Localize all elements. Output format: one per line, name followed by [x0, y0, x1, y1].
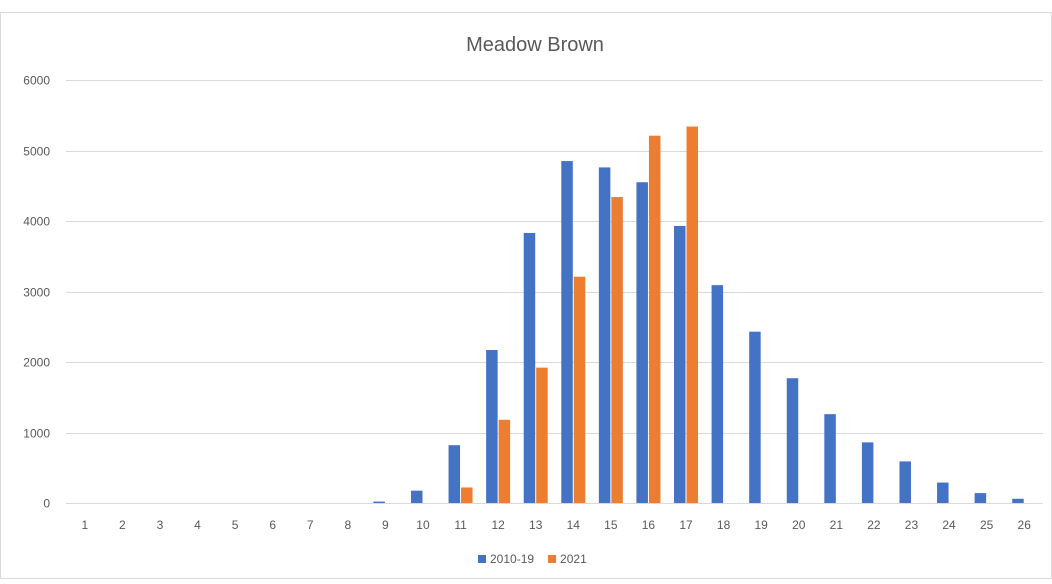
x-tick-label: 5: [232, 518, 239, 532]
x-tick-label: 21: [830, 518, 844, 532]
bar-2010-19-9: [373, 501, 385, 503]
y-tick-label: 4000: [23, 215, 50, 229]
x-tick-label: 19: [754, 518, 768, 532]
bar-2010-19-11: [448, 445, 461, 503]
bar-2021-14: [573, 276, 586, 503]
bar-2010-19-16: [636, 182, 648, 503]
chart-title: Meadow Brown: [466, 34, 604, 56]
bar-2021-12: [498, 419, 511, 503]
bar-2010-19-20: [786, 378, 799, 503]
x-tick-label: 7: [307, 518, 314, 532]
bar-2010-19-21: [824, 414, 836, 503]
bar-2010-19-10: [410, 490, 423, 503]
x-axis-tick-labels: 1 2 3 4 5 6 7 8 9 10 11 12 13 14 15 16 17 18 19 20 21 22 23 24 2…: [81, 518, 1031, 532]
gridlines: [66, 80, 1043, 504]
x-tick-label: 16: [642, 518, 656, 532]
x-tick-label: 13: [529, 518, 543, 532]
y-axis-tick-labels: 0 1000 2000 3000 4000 5000 6000: [23, 74, 50, 511]
x-tick-label: 4: [194, 518, 201, 532]
bar-2010-19-26: [1012, 498, 1024, 503]
y-tick-label: 2000: [23, 356, 50, 370]
legend-swatch-2021: [548, 555, 557, 563]
x-tick-label: 14: [567, 518, 581, 532]
x-tick-label: 11: [454, 518, 467, 532]
bar-2010-19-23: [899, 461, 911, 503]
legend-swatch-2010-19: [478, 555, 486, 563]
y-tick-label: 6000: [23, 74, 50, 88]
x-tick-label: 1: [81, 518, 88, 532]
bar-2010-19-14: [561, 161, 573, 503]
y-tick-label: 1000: [23, 427, 50, 441]
bar-2021-15: [611, 197, 623, 503]
bar-2010-19-19: [749, 331, 761, 503]
y-tick-label: 3000: [23, 286, 50, 300]
bar-2010-19-15: [598, 167, 611, 504]
bar-2010-19-12: [486, 350, 498, 503]
legend-label: 2010-19: [490, 552, 534, 566]
bar-2010-19-18: [711, 285, 724, 503]
bar-2021-13: [536, 367, 548, 503]
y-tick-label: 5000: [23, 145, 50, 159]
x-tick-label: 12: [491, 518, 505, 532]
legend: 2010-19 2021: [478, 552, 587, 566]
bar-2021-11: [461, 487, 473, 503]
x-tick-label: 18: [717, 518, 731, 532]
x-tick-label: 23: [905, 518, 919, 532]
x-tick-label: 20: [792, 518, 806, 532]
bar-2021-17: [686, 126, 699, 503]
x-tick-label: 9: [382, 518, 389, 532]
bar-2010-19-25: [974, 493, 987, 503]
x-tick-label: 2: [119, 518, 126, 532]
x-tick-label: 10: [416, 518, 430, 532]
x-tick-label: 17: [679, 518, 693, 532]
bar-2010-19-24: [937, 482, 949, 503]
x-tick-label: 22: [867, 518, 881, 532]
bar-2021-16: [648, 135, 661, 503]
y-tick-label: 0: [43, 497, 50, 511]
x-tick-label: 15: [604, 518, 618, 532]
x-tick-label: 6: [269, 518, 276, 532]
legend-label: 2021: [560, 552, 587, 566]
bar-2010-19-13: [523, 232, 536, 504]
x-tick-label: 24: [942, 518, 956, 532]
x-tick-label: 8: [344, 518, 351, 532]
bar-2010-19-22: [861, 442, 874, 503]
x-tick-label: 3: [157, 518, 164, 532]
x-tick-label: 25: [980, 518, 994, 532]
x-tick-label: 26: [1018, 518, 1032, 532]
bar-2010-19-17: [674, 225, 686, 503]
bars: [373, 126, 1024, 504]
